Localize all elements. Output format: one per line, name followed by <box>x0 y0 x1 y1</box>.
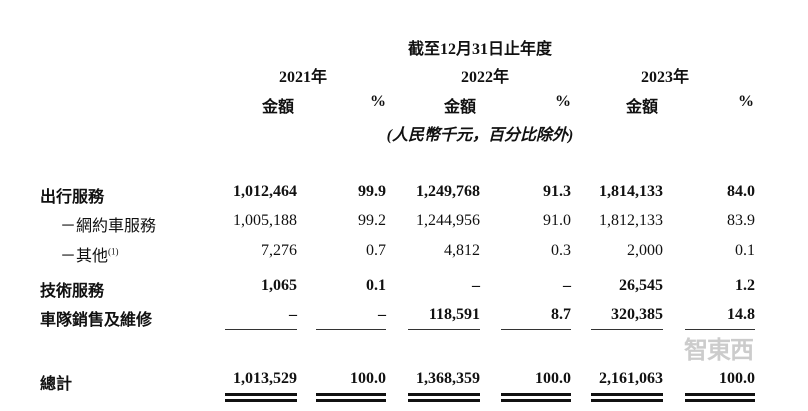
subtotal-rule <box>408 329 480 330</box>
subtotal-rule <box>591 329 663 330</box>
unit-note: (人民幣千元，百分比除外) <box>386 127 574 144</box>
total-double-rule <box>316 393 386 396</box>
row-label-cell: －網約車服務 <box>60 212 156 236</box>
percent-cell: 0.1 <box>366 277 386 294</box>
total-double-rule <box>225 393 297 396</box>
amount-cell: 7,276 <box>261 242 297 259</box>
percent-cell: 99.2 <box>358 212 386 229</box>
amount-header-2021: 金額 <box>262 99 295 116</box>
amount-cell: 1,012,464 <box>233 183 297 200</box>
percent-cell: – <box>563 277 571 294</box>
amount-cell: 1,812,133 <box>599 212 663 229</box>
total-double-rule <box>316 399 386 402</box>
amount-cell: 1,065 <box>261 277 297 294</box>
amount-cell: 4,812 <box>444 242 480 259</box>
amount-cell: – <box>472 277 480 294</box>
amount-header-2023: 金額 <box>626 99 659 116</box>
percent-cell: 99.9 <box>358 183 386 200</box>
watermark: 智東西 <box>684 336 754 364</box>
amount-cell: 320,385 <box>611 306 663 323</box>
amount-header-2022: 金額 <box>444 99 477 116</box>
row-label-cell: 技術服務 <box>40 277 104 301</box>
amount-cell: 118,591 <box>428 306 480 323</box>
total-double-rule <box>685 393 755 396</box>
subtotal-rule <box>501 329 571 330</box>
percent-cell: 0.7 <box>366 242 386 259</box>
footnote-marker: (1) <box>108 246 119 257</box>
row-label: 出行服務 <box>40 189 105 206</box>
percent-cell: 91.3 <box>543 183 571 200</box>
amount-cell: 1,249,768 <box>416 183 480 200</box>
pct-header-2021: % <box>370 93 386 110</box>
table-row: 車隊銷售及維修 – – 118,591 8.7 320,385 14.8 <box>0 306 808 330</box>
percent-cell: 100.0 <box>719 370 755 387</box>
amount-cell: 2,000 <box>627 242 663 259</box>
subtotal-rule <box>316 329 386 330</box>
subtotal-rule <box>225 329 297 330</box>
table-row: 出行服務 1,012,464 99.9 1,249,768 91.3 1,814,133 8… <box>0 183 808 207</box>
year-2022: 2022年 <box>460 69 510 86</box>
amount-cell: 26,545 <box>619 277 663 294</box>
period-heading: 截至12月31日止年度 <box>407 41 553 58</box>
total-double-rule <box>501 393 571 396</box>
percent-cell: 91.0 <box>543 212 571 229</box>
subtotal-rule <box>685 329 755 330</box>
row-label: －其他 <box>60 248 109 265</box>
pct-header-2023: % <box>738 93 754 110</box>
percent-cell: 0.1 <box>735 242 755 259</box>
amount-cell: 1,368,359 <box>416 370 480 387</box>
table-row: －其他(1) 7,276 0.7 4,812 0.3 2,000 0.1 <box>0 242 808 266</box>
amount-cell: – <box>289 306 297 323</box>
percent-cell: 84.0 <box>727 183 755 200</box>
total-double-rule <box>408 399 480 402</box>
amount-cell: 1,244,956 <box>416 212 480 229</box>
year-2023: 2023年 <box>640 69 690 86</box>
percent-cell: 0.3 <box>551 242 571 259</box>
total-double-rule <box>685 399 755 402</box>
percent-cell: 100.0 <box>350 370 386 387</box>
percent-cell: 8.7 <box>551 306 571 323</box>
row-label-cell: 總計 <box>40 370 72 394</box>
row-label: －網約車服務 <box>60 218 157 235</box>
percent-cell: – <box>378 306 386 323</box>
total-double-rule <box>225 399 297 402</box>
total-double-rule <box>591 393 663 396</box>
row-label-cell: －其他(1) <box>60 242 119 266</box>
percent-cell: 83.9 <box>727 212 755 229</box>
percent-cell: 14.8 <box>727 306 755 323</box>
pct-header-2022: % <box>555 93 571 110</box>
amount-cell: 1,814,133 <box>599 183 663 200</box>
table-row: 技術服務 1,065 0.1 – – 26,545 1.2 <box>0 277 808 301</box>
table-row: －網約車服務 1,005,188 99.2 1,244,956 91.0 1,812,13… <box>0 212 808 236</box>
percent-cell: 1.2 <box>735 277 755 294</box>
total-double-rule <box>501 399 571 402</box>
year-2021: 2021年 <box>278 69 328 86</box>
row-label: 車隊銷售及維修 <box>40 312 153 329</box>
total-double-rule <box>591 399 663 402</box>
total-row: 總計 1,013,529 100.0 1,368,359 100.0 2,161,063 1… <box>0 370 808 394</box>
percent-cell: 100.0 <box>535 370 571 387</box>
row-label: 總計 <box>40 376 73 393</box>
row-label-cell: 出行服務 <box>40 183 104 207</box>
amount-cell: 2,161,063 <box>599 370 663 387</box>
amount-cell: 1,005,188 <box>233 212 297 229</box>
row-label: 技術服務 <box>40 283 105 300</box>
row-label-cell: 車隊銷售及維修 <box>40 306 152 330</box>
amount-cell: 1,013,529 <box>233 370 297 387</box>
total-double-rule <box>408 393 480 396</box>
